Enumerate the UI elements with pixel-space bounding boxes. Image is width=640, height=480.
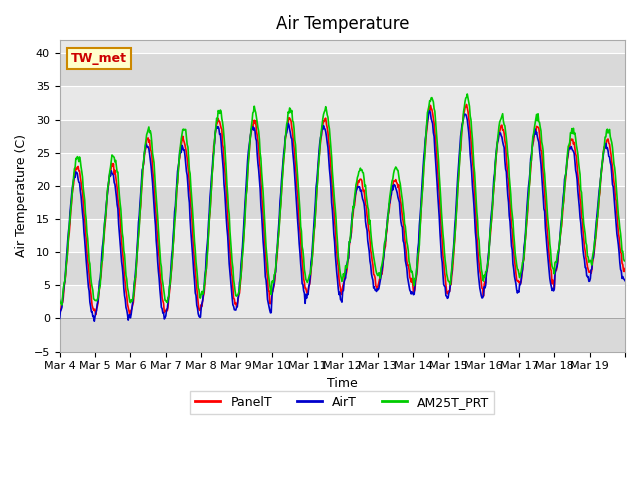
AM25T_PRT bbox=[401, 224, 409, 229]
Bar bbox=[60, 120, 625, 153]
AM25T_PRT bbox=[255, 129, 262, 134]
PanelT bbox=[276, 208, 284, 214]
Bar bbox=[60, 186, 625, 219]
PanelT bbox=[92, 312, 100, 317]
X-axis label: Time: Time bbox=[327, 377, 358, 390]
Title: Air Temperature: Air Temperature bbox=[276, 15, 409, 33]
AirT bbox=[255, 167, 262, 173]
AM25T_PRT bbox=[463, 91, 471, 97]
PanelT bbox=[401, 241, 409, 247]
AM25T_PRT bbox=[276, 210, 284, 216]
AirT bbox=[426, 108, 433, 114]
Line: AirT: AirT bbox=[60, 111, 625, 321]
AirT bbox=[56, 315, 63, 321]
PanelT bbox=[123, 293, 131, 299]
AM25T_PRT bbox=[621, 258, 629, 264]
Bar bbox=[60, 318, 625, 351]
Line: PanelT: PanelT bbox=[60, 105, 625, 314]
Line: AM25T_PRT: AM25T_PRT bbox=[60, 94, 625, 305]
AM25T_PRT bbox=[227, 239, 234, 244]
Legend: PanelT, AirT, AM25T_PRT: PanelT, AirT, AM25T_PRT bbox=[191, 391, 494, 414]
PanelT bbox=[227, 259, 234, 264]
Bar bbox=[60, 252, 625, 285]
AirT bbox=[401, 258, 409, 264]
Bar bbox=[60, 53, 625, 86]
AM25T_PRT bbox=[56, 298, 63, 303]
AM25T_PRT bbox=[123, 276, 131, 282]
AM25T_PRT bbox=[58, 302, 66, 308]
Y-axis label: Air Temperature (C): Air Temperature (C) bbox=[15, 134, 28, 257]
Text: TW_met: TW_met bbox=[71, 52, 127, 65]
AirT bbox=[621, 278, 629, 284]
AirT bbox=[227, 276, 234, 282]
AirT bbox=[123, 307, 131, 313]
AirT bbox=[434, 192, 442, 198]
AirT bbox=[276, 198, 284, 204]
AM25T_PRT bbox=[433, 138, 441, 144]
PanelT bbox=[621, 265, 629, 271]
PanelT bbox=[255, 144, 262, 150]
AirT bbox=[90, 318, 98, 324]
PanelT bbox=[56, 308, 63, 313]
PanelT bbox=[433, 157, 441, 163]
PanelT bbox=[463, 102, 470, 108]
